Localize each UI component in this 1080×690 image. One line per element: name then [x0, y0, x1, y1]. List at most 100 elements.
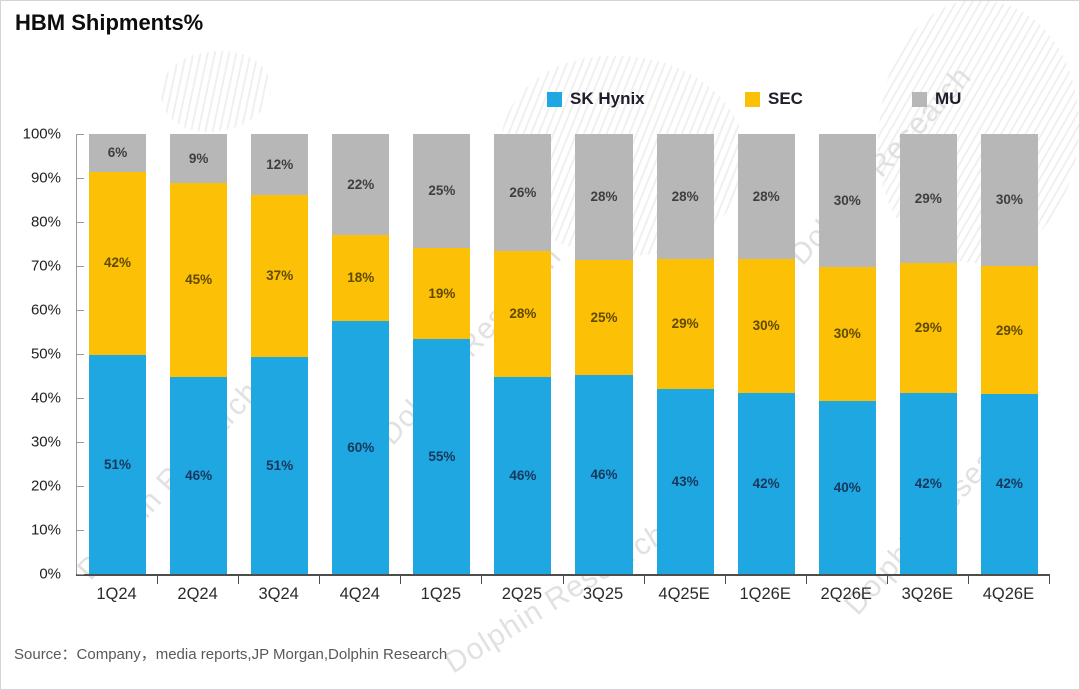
y-tick-label: 20% — [30, 477, 61, 495]
bar-value-label: 42% — [995, 476, 1023, 492]
bar-value-label: 28% — [752, 188, 780, 204]
y-tick-label: 0% — [39, 565, 61, 583]
bar-4q26e: 30% 29% 42% — [969, 134, 1050, 574]
bar-segment-mu: 30% — [818, 134, 876, 268]
bar-value-label: 51% — [104, 456, 132, 472]
bar-segment-mu: 26% — [494, 134, 552, 252]
y-tick-label: 90% — [30, 169, 61, 187]
y-tick-mark — [77, 441, 84, 443]
x-tick-label: 4Q24 — [339, 585, 380, 603]
x-tick-mark — [238, 576, 240, 584]
bar-value-label: 25% — [590, 309, 618, 325]
bar-segment-sk-hynix: 42% — [737, 392, 795, 574]
x-tick-mark — [724, 576, 726, 584]
bar-value-label: 18% — [347, 270, 375, 286]
x-tick-mark — [319, 576, 321, 584]
bar-segment-mu: 28% — [737, 134, 795, 260]
bar-value-label: 6% — [107, 145, 128, 161]
x-axis-line — [76, 574, 1050, 576]
bar-value-label: 55% — [428, 448, 456, 464]
x-tick-mark — [400, 576, 402, 584]
bar-value-label: 29% — [995, 322, 1023, 338]
bar-1q25: 25% 19% 55% — [401, 134, 482, 574]
bar-segment-mu: 29% — [899, 134, 957, 264]
bar-4q24: 22% 18% 60% — [320, 134, 401, 574]
x-tick-label: 3Q26E — [901, 585, 953, 603]
y-tick-mark — [77, 573, 84, 575]
bar-value-label: 9% — [188, 150, 209, 166]
bar-segment-sec: 25% — [575, 260, 633, 375]
bar-value-label: 46% — [185, 467, 213, 483]
bar-1q26e: 28% 30% 42% — [726, 134, 807, 574]
y-tick-label: 100% — [22, 125, 61, 143]
y-tick-mark — [77, 353, 84, 355]
bar-3q26e: 29% 29% 42% — [888, 134, 969, 575]
bar-segment-sec: 30% — [818, 267, 876, 401]
bar-segment-sec: 37% — [251, 195, 309, 357]
bar-segment-sk-hynix: 46% — [575, 374, 633, 574]
x-tick-label: 1Q24 — [96, 585, 137, 603]
bar-3q25: 28% 25% 46% — [563, 134, 644, 574]
bar-2q26e: 30% 30% 40% — [807, 134, 888, 574]
bar-value-label: 46% — [590, 466, 618, 482]
y-tick-label: 80% — [30, 213, 61, 231]
bar-segment-sk-hynix: 46% — [170, 376, 228, 574]
x-tick-label: 2Q25 — [501, 585, 543, 603]
bar-value-label: 37% — [266, 268, 294, 284]
bar-4q25e: 28% 29% 43% — [645, 134, 726, 574]
bar-segment-mu: 28% — [656, 134, 714, 260]
bar-segment-sec: 28% — [494, 251, 552, 377]
bar-value-label: 30% — [995, 192, 1023, 208]
x-tick-label: 1Q26E — [739, 585, 791, 603]
x-tick-mark — [481, 576, 483, 584]
bar-segment-mu: 22% — [332, 134, 390, 236]
bar-value-label: 30% — [833, 192, 861, 208]
x-tick-mark — [1049, 576, 1050, 584]
bar-value-label: 25% — [428, 183, 456, 199]
bar-value-label: 29% — [914, 320, 942, 336]
bar-segment-mu: 6% — [89, 134, 147, 172]
bar-value-label: 28% — [590, 189, 618, 205]
bar-segment-sk-hynix: 40% — [818, 400, 876, 574]
y-tick-label: 60% — [30, 301, 61, 319]
bar-value-label: 28% — [671, 188, 699, 204]
chart-title: HBM Shipments% — [15, 10, 204, 35]
bar-value-label: 46% — [509, 467, 537, 483]
bar-value-label: 60% — [347, 439, 375, 455]
bar-value-label: 26% — [509, 184, 537, 200]
bar-value-label: 43% — [671, 473, 699, 489]
bar-value-label: 29% — [671, 316, 699, 332]
bar-value-label: 29% — [914, 190, 942, 206]
y-tick-mark — [77, 485, 84, 487]
bar-segment-mu: 25% — [413, 134, 471, 249]
x-tick-label: 4Q26E — [982, 585, 1035, 603]
x-axis-labels: 1Q24 2Q24 3Q24 4Q24 1Q25 2Q25 3Q25 4Q25E 1Q26E 2Q… — [76, 585, 1049, 604]
y-tick-label: 30% — [30, 433, 61, 451]
y-tick-mark — [77, 309, 84, 311]
bar-segment-sec: 45% — [170, 183, 228, 377]
bar-segment-sk-hynix: 51% — [89, 354, 147, 574]
watermark-hatch — [154, 42, 278, 140]
y-axis-labels: 0% 10% 20% 30% 40% 50% 60% 70% 80% 90% 100% — [1, 126, 76, 583]
y-tick-mark — [77, 177, 84, 179]
legend-label: SEC — [768, 89, 803, 108]
bar-value-label: 40% — [833, 479, 861, 495]
bar-value-label: 12% — [266, 156, 294, 172]
bar-segment-mu: 9% — [170, 134, 228, 184]
x-tick-mark — [643, 576, 645, 584]
bar-segment-sec: 30% — [737, 259, 795, 393]
legend-item-sk-hynix: SK Hynix — [547, 89, 645, 109]
bar-segment-sk-hynix: 60% — [332, 320, 390, 574]
y-tick-label: 70% — [30, 257, 61, 275]
legend-item-sec: SEC — [745, 89, 803, 109]
legend-swatch-icon — [745, 91, 760, 107]
x-tick-label: 2Q26E — [820, 585, 872, 603]
y-tick-mark — [77, 221, 84, 223]
legend-swatch-icon — [912, 91, 927, 107]
x-tick-mark — [157, 576, 159, 584]
bar-segment-sec: 19% — [413, 248, 471, 339]
x-tick-label: 2Q24 — [177, 585, 218, 603]
bar-3q24: 12% 37% 51% — [239, 134, 320, 574]
bar-value-label: 22% — [347, 176, 375, 192]
